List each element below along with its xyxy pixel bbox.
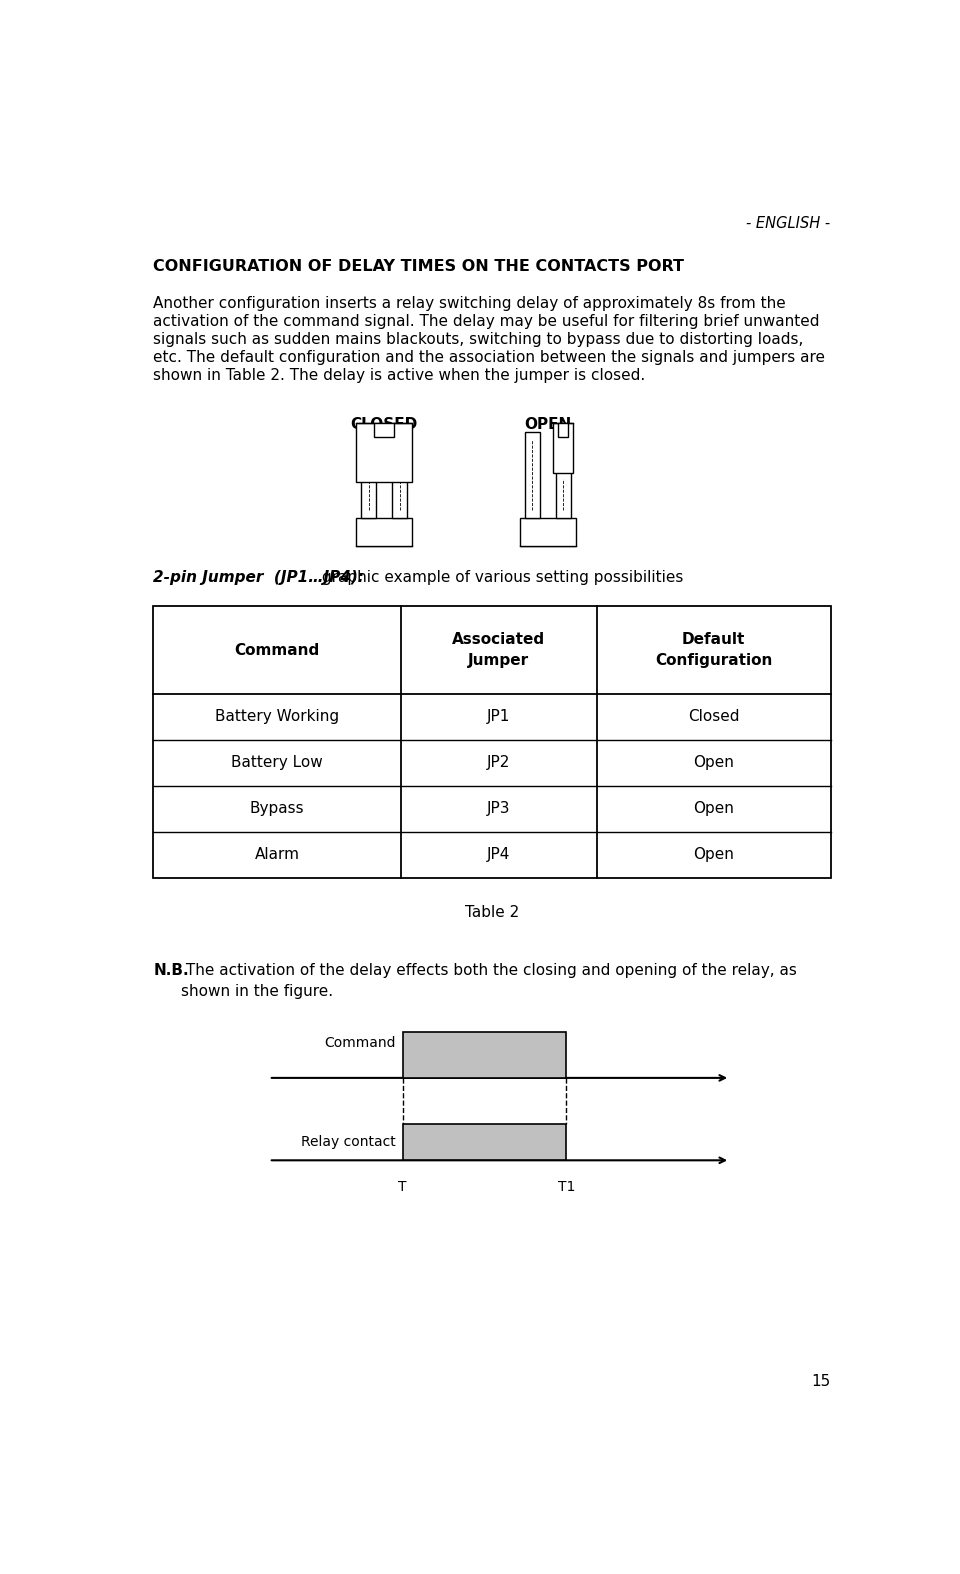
Text: OPEN: OPEN: [524, 417, 571, 431]
Text: T: T: [398, 1179, 407, 1193]
Text: Battery Working: Battery Working: [215, 710, 339, 724]
Bar: [556, 471, 571, 518]
Bar: [403, 1124, 566, 1160]
Text: Another configuration inserts a relay switching delay of approximately 8s from t: Another configuration inserts a relay sw…: [154, 296, 786, 310]
Text: The activation of the delay effects both the closing and opening of the relay, a: The activation of the delay effects both…: [181, 963, 797, 999]
Bar: [403, 1033, 566, 1078]
Text: JP3: JP3: [487, 801, 511, 817]
Text: Open: Open: [693, 801, 734, 817]
Text: Bypass: Bypass: [250, 801, 304, 817]
Text: Closed: Closed: [688, 710, 739, 724]
Text: JP4: JP4: [487, 847, 511, 863]
Bar: [553, 423, 573, 474]
Bar: [519, 518, 576, 546]
Text: Open: Open: [693, 756, 734, 770]
Text: signals such as sudden mains blackouts, switching to bypass due to distorting lo: signals such as sudden mains blackouts, …: [154, 332, 804, 346]
Text: N.B.: N.B.: [154, 963, 189, 977]
Text: Table 2: Table 2: [465, 905, 519, 919]
Text: Battery Low: Battery Low: [231, 756, 323, 770]
Bar: [392, 431, 407, 518]
Text: JP2: JP2: [487, 756, 511, 770]
Text: CLOSED: CLOSED: [350, 417, 418, 431]
Text: T1: T1: [558, 1179, 575, 1193]
Text: 2-pin Jumper  (JP1…JP4):: 2-pin Jumper (JP1…JP4):: [154, 570, 365, 586]
Text: Open: Open: [693, 847, 734, 863]
Text: 2-pin Jumper  (JP1…JP4):: 2-pin Jumper (JP1…JP4):: [154, 570, 365, 586]
Bar: [356, 518, 413, 546]
Bar: [154, 606, 830, 878]
Text: graphic example of various setting possibilities: graphic example of various setting possi…: [317, 570, 684, 586]
Bar: [558, 423, 568, 438]
Text: N.B.: N.B.: [154, 963, 189, 977]
Text: - ENGLISH -: - ENGLISH -: [746, 216, 830, 230]
Text: Alarm: Alarm: [254, 847, 300, 863]
Text: Command: Command: [234, 642, 320, 658]
Bar: [356, 423, 413, 482]
Text: etc. The default configuration and the association between the signals and jumpe: etc. The default configuration and the a…: [154, 351, 826, 365]
Text: Relay contact: Relay contact: [300, 1135, 396, 1149]
Text: Default
Configuration: Default Configuration: [655, 633, 773, 667]
Text: Command: Command: [324, 1036, 396, 1050]
Text: 15: 15: [811, 1374, 830, 1388]
Text: shown in Table 2. The delay is active when the jumper is closed.: shown in Table 2. The delay is active wh…: [154, 368, 646, 384]
Text: JP1: JP1: [487, 710, 511, 724]
Text: Associated
Jumper: Associated Jumper: [452, 633, 545, 667]
Text: activation of the command signal. The delay may be useful for filtering brief un: activation of the command signal. The de…: [154, 313, 820, 329]
Bar: [361, 431, 376, 518]
Bar: [374, 423, 395, 438]
Bar: [525, 431, 540, 518]
Text: CONFIGURATION OF DELAY TIMES ON THE CONTACTS PORT: CONFIGURATION OF DELAY TIMES ON THE CONT…: [154, 260, 684, 274]
